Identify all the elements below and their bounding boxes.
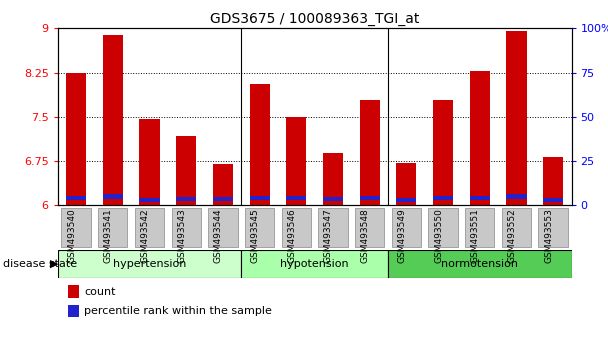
Text: GSM493541: GSM493541 xyxy=(104,208,113,263)
FancyBboxPatch shape xyxy=(98,208,128,247)
Bar xyxy=(506,31,527,205)
Text: count: count xyxy=(85,286,116,297)
FancyBboxPatch shape xyxy=(171,208,201,247)
FancyBboxPatch shape xyxy=(465,208,494,247)
FancyBboxPatch shape xyxy=(282,208,311,247)
FancyBboxPatch shape xyxy=(429,208,458,247)
FancyBboxPatch shape xyxy=(502,208,531,247)
Bar xyxy=(213,164,233,205)
Text: GSM493542: GSM493542 xyxy=(140,208,150,263)
Bar xyxy=(323,153,343,205)
FancyBboxPatch shape xyxy=(135,208,164,247)
Bar xyxy=(139,198,159,202)
Bar xyxy=(139,119,159,205)
Bar xyxy=(66,195,86,200)
Bar xyxy=(543,198,563,202)
Bar xyxy=(66,73,86,205)
Text: GSM493551: GSM493551 xyxy=(471,208,480,263)
Bar xyxy=(543,157,563,205)
FancyBboxPatch shape xyxy=(355,208,384,247)
FancyBboxPatch shape xyxy=(392,208,421,247)
Bar xyxy=(103,194,123,199)
Text: hypertension: hypertension xyxy=(113,259,186,269)
Text: hypotension: hypotension xyxy=(280,259,349,269)
Text: ▶: ▶ xyxy=(50,259,58,269)
FancyBboxPatch shape xyxy=(319,208,348,247)
FancyBboxPatch shape xyxy=(245,208,274,247)
Bar xyxy=(433,100,453,205)
Bar xyxy=(286,117,306,205)
Bar xyxy=(249,196,270,200)
Text: GSM493548: GSM493548 xyxy=(361,208,370,263)
Bar xyxy=(359,196,380,200)
Bar xyxy=(213,197,233,201)
Bar xyxy=(470,71,490,205)
Bar xyxy=(323,197,343,201)
Bar xyxy=(58,250,241,278)
Text: GSM493546: GSM493546 xyxy=(288,208,296,263)
Bar xyxy=(470,195,490,200)
Bar xyxy=(176,198,196,201)
Text: GSM493553: GSM493553 xyxy=(544,208,553,263)
Text: GSM493547: GSM493547 xyxy=(324,208,333,263)
Text: percentile rank within the sample: percentile rank within the sample xyxy=(85,306,272,316)
Bar xyxy=(359,100,380,205)
Text: disease state: disease state xyxy=(3,259,77,269)
Bar xyxy=(68,285,79,298)
FancyBboxPatch shape xyxy=(539,208,568,247)
Text: GSM493549: GSM493549 xyxy=(398,208,406,263)
Bar xyxy=(249,84,270,205)
Title: GDS3675 / 100089363_TGI_at: GDS3675 / 100089363_TGI_at xyxy=(210,12,420,26)
FancyBboxPatch shape xyxy=(208,208,238,247)
Bar xyxy=(388,250,572,278)
Bar xyxy=(506,194,527,199)
Bar xyxy=(396,198,416,202)
Bar xyxy=(286,196,306,200)
Text: GSM493544: GSM493544 xyxy=(214,208,223,263)
Text: GSM493545: GSM493545 xyxy=(250,208,260,263)
Text: normotension: normotension xyxy=(441,259,518,269)
Bar xyxy=(103,35,123,205)
Text: GSM493552: GSM493552 xyxy=(508,208,516,263)
Text: GSM493550: GSM493550 xyxy=(434,208,443,263)
Bar xyxy=(433,196,453,200)
FancyBboxPatch shape xyxy=(61,208,91,247)
Bar xyxy=(241,250,388,278)
Bar xyxy=(396,163,416,205)
Text: GSM493543: GSM493543 xyxy=(177,208,186,263)
Text: GSM493540: GSM493540 xyxy=(67,208,76,263)
Bar xyxy=(176,136,196,205)
Bar xyxy=(68,305,79,317)
